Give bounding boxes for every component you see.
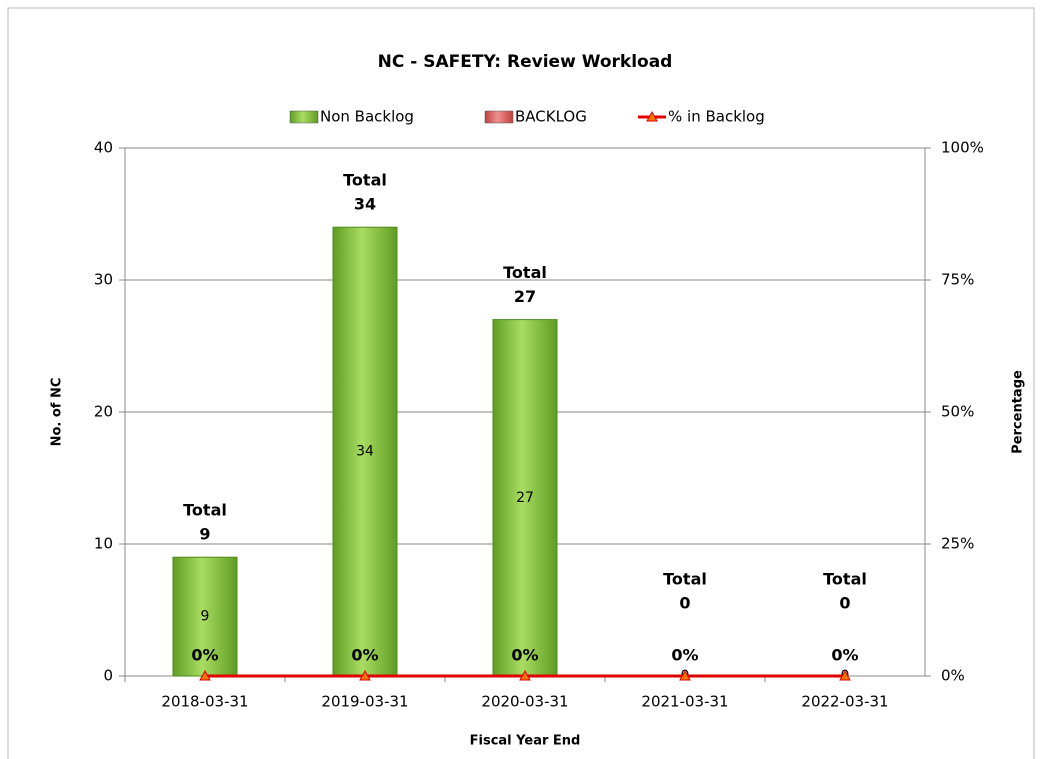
- line-marker: [839, 669, 851, 681]
- total-caption: Total: [663, 570, 707, 589]
- line-marker: [199, 669, 211, 681]
- total-label: 34: [354, 195, 376, 214]
- y2-tick-label: 50%: [941, 403, 974, 421]
- line-value-label: 0%: [831, 646, 858, 665]
- y2-axis-title: Percentage: [1011, 370, 1026, 454]
- line-value-label: 0%: [511, 646, 538, 665]
- x-tick-label: 2019-03-31: [321, 693, 408, 711]
- y2-tick-label: 25%: [941, 535, 974, 553]
- chart-frame: [7, 7, 1035, 759]
- legend-label: Non Backlog: [320, 108, 414, 126]
- y2-tick-label: 100%: [941, 139, 984, 157]
- line-value-label: 0%: [351, 646, 378, 665]
- bar-value-label: 34: [356, 444, 374, 460]
- total-label: 9: [199, 525, 210, 544]
- legend-label: % in Backlog: [668, 108, 765, 126]
- total-caption: Total: [343, 171, 387, 190]
- x-tick-label: 2021-03-31: [641, 693, 728, 711]
- total-label: 0: [679, 594, 690, 613]
- total-label: 27: [514, 287, 536, 306]
- y-tick-label: 10: [94, 535, 113, 553]
- x-tick-label: 2020-03-31: [481, 693, 568, 711]
- total-label: 0: [839, 594, 850, 613]
- legend-label: BACKLOG: [515, 108, 587, 126]
- line-marker: [519, 669, 531, 681]
- y-tick-label: 30: [94, 271, 113, 289]
- y-tick-label: 0: [103, 667, 113, 685]
- line-value-label: 0%: [671, 646, 698, 665]
- bar-value-label: 9: [201, 609, 210, 625]
- line-value-label: 0%: [191, 646, 218, 665]
- line-marker: [359, 669, 371, 681]
- legend-marker: [646, 110, 658, 122]
- x-tick-label: 2018-03-31: [161, 693, 248, 711]
- x-axis-title: Fiscal Year End: [470, 734, 581, 749]
- total-caption: Total: [183, 501, 227, 520]
- y-axis-title: No. of NC: [50, 378, 65, 447]
- y2-tick-label: 0%: [941, 667, 965, 685]
- line-marker: [679, 669, 691, 681]
- bar-value-label: 27: [516, 490, 534, 506]
- legend-swatch: [484, 110, 514, 124]
- total-caption: Total: [823, 570, 867, 589]
- x-tick-label: 2022-03-31: [801, 693, 888, 711]
- bar: [332, 226, 398, 677]
- bar: [172, 556, 238, 677]
- y-tick-label: 20: [94, 403, 113, 421]
- legend-swatch: [289, 110, 319, 124]
- total-caption: Total: [503, 263, 547, 282]
- y2-tick-label: 75%: [941, 271, 974, 289]
- y-tick-label: 40: [94, 139, 113, 157]
- chart-title: NC - SAFETY: Review Workload: [378, 52, 673, 72]
